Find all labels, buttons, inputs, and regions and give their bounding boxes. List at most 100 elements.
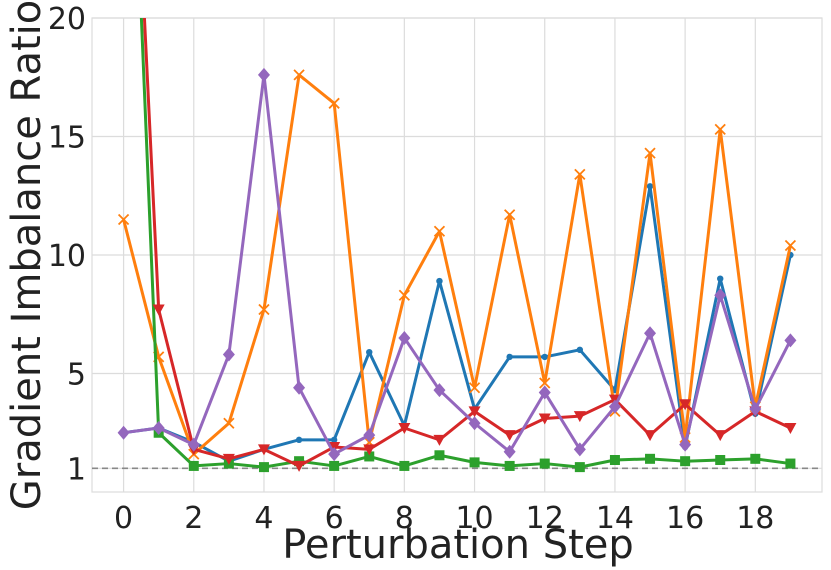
data-point bbox=[506, 353, 513, 361]
data-point bbox=[785, 458, 796, 469]
data-point bbox=[750, 453, 761, 464]
data-point bbox=[541, 353, 548, 361]
data-point bbox=[223, 417, 235, 429]
data-point bbox=[436, 277, 443, 285]
x-axis-title: Perturbation Step bbox=[282, 522, 634, 568]
data-point bbox=[539, 377, 551, 389]
data-point bbox=[573, 411, 586, 423]
data-point bbox=[328, 97, 340, 109]
data-point bbox=[679, 399, 692, 411]
series-4 bbox=[117, 67, 797, 462]
data-point bbox=[539, 458, 550, 469]
data-point bbox=[468, 382, 481, 394]
x-tick-label: 14 bbox=[596, 501, 634, 536]
data-point bbox=[398, 423, 411, 435]
data-point bbox=[364, 451, 375, 462]
data-point bbox=[538, 413, 551, 425]
plot-frame bbox=[91, 17, 823, 493]
data-point bbox=[222, 347, 235, 362]
data-point bbox=[293, 380, 306, 395]
series-line bbox=[142, 18, 792, 468]
x-tick-label: 2 bbox=[184, 501, 203, 536]
data-point bbox=[257, 444, 270, 456]
data-point bbox=[433, 383, 446, 398]
x-tick-label: 18 bbox=[736, 501, 774, 536]
x-tick-label: 16 bbox=[666, 501, 704, 536]
data-point bbox=[715, 455, 726, 466]
data-point bbox=[574, 168, 586, 181]
data-point bbox=[117, 213, 130, 226]
data-point bbox=[257, 67, 270, 82]
series-line bbox=[122, 73, 792, 456]
y-tick-label: 20 bbox=[48, 2, 86, 37]
series-0 bbox=[120, 183, 794, 465]
data-point bbox=[433, 225, 446, 237]
data-point bbox=[469, 457, 480, 468]
data-point bbox=[293, 69, 305, 81]
y-tick-label: 1 bbox=[67, 452, 86, 487]
data-point bbox=[714, 288, 727, 303]
data-point bbox=[503, 430, 516, 442]
data-point bbox=[363, 428, 376, 443]
x-tick-label: 4 bbox=[254, 501, 273, 536]
series-line bbox=[123, 184, 792, 463]
data-point bbox=[784, 239, 797, 252]
data-point bbox=[152, 421, 165, 436]
data-point bbox=[293, 460, 306, 472]
x-tick-label: 8 bbox=[395, 501, 414, 536]
data-point bbox=[644, 147, 656, 159]
data-point bbox=[328, 447, 341, 462]
data-point bbox=[679, 437, 692, 452]
data-point bbox=[576, 346, 584, 353]
data-point bbox=[749, 402, 762, 417]
data-point bbox=[258, 462, 269, 473]
data-point bbox=[504, 209, 516, 221]
data-point bbox=[363, 444, 376, 456]
data-point bbox=[366, 348, 373, 356]
data-point bbox=[644, 430, 657, 442]
y-tick-label: 5 bbox=[67, 358, 86, 393]
data-point bbox=[398, 330, 411, 345]
data-point bbox=[434, 450, 445, 461]
data-point bbox=[644, 326, 657, 341]
data-point bbox=[222, 453, 235, 465]
series-group bbox=[117, 18, 797, 473]
data-point bbox=[717, 275, 724, 282]
data-point bbox=[399, 460, 410, 471]
data-point bbox=[433, 434, 446, 446]
data-point bbox=[187, 437, 200, 452]
series-2 bbox=[139, 18, 796, 473]
data-point bbox=[295, 436, 303, 444]
data-point bbox=[504, 460, 515, 471]
data-point bbox=[329, 460, 340, 471]
data-point bbox=[398, 289, 410, 301]
data-point bbox=[680, 456, 691, 467]
data-point bbox=[117, 425, 130, 440]
data-point bbox=[609, 455, 620, 466]
data-point bbox=[258, 303, 270, 316]
x-tick-label: 12 bbox=[526, 501, 564, 536]
data-point bbox=[714, 430, 727, 442]
data-point bbox=[152, 304, 165, 316]
data-point bbox=[714, 123, 726, 136]
data-point bbox=[188, 460, 199, 471]
x-tick-label: 6 bbox=[325, 501, 344, 536]
x-tick-label: 0 bbox=[114, 501, 133, 536]
data-point bbox=[646, 183, 654, 190]
data-point bbox=[574, 462, 585, 473]
x-tick-label: 10 bbox=[455, 501, 493, 536]
series-line bbox=[139, 18, 791, 469]
data-point bbox=[573, 442, 586, 457]
data-point bbox=[645, 453, 656, 464]
data-point bbox=[784, 333, 797, 348]
y-tick-label: 15 bbox=[48, 121, 86, 156]
data-point bbox=[468, 416, 481, 431]
data-point bbox=[503, 444, 516, 459]
data-point bbox=[784, 423, 797, 435]
data-point bbox=[538, 385, 551, 400]
data-point bbox=[608, 399, 621, 414]
data-point bbox=[468, 406, 481, 418]
